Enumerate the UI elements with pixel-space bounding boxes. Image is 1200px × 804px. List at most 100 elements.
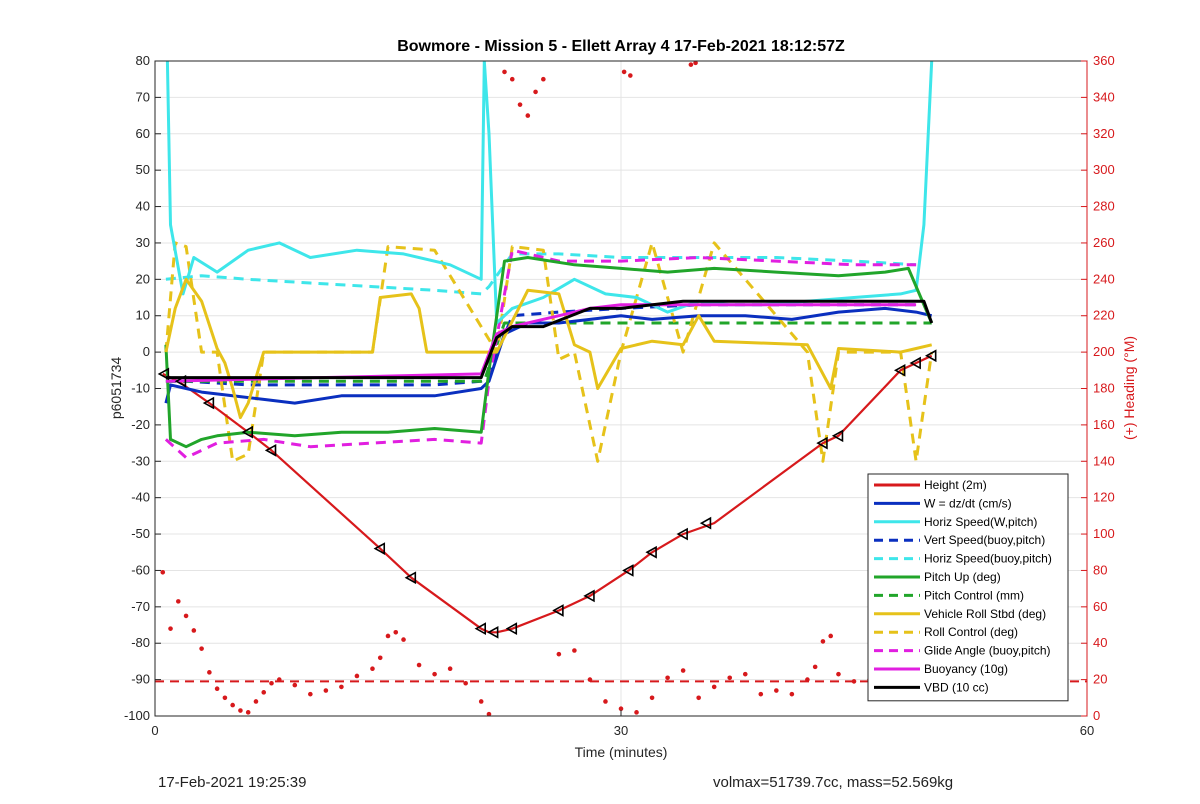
heading-point [478, 699, 484, 704]
height-marker [622, 564, 634, 577]
y2-tick-label: 0 [1093, 708, 1100, 723]
legend-entry: Pitch Control (mm) [924, 588, 1024, 602]
heading-point [774, 688, 779, 693]
y2-tick-label: 80 [1093, 562, 1107, 577]
heading-point [805, 677, 810, 682]
y-tick-label: -60 [131, 562, 150, 577]
heading-point [820, 639, 826, 644]
legend-entry: Horiz Speed(buoy,pitch) [924, 552, 1052, 566]
legend-entry: Buoyancy (10g) [924, 662, 1008, 676]
y2-tick-label: 260 [1093, 235, 1115, 250]
y2-tick-label: 140 [1093, 453, 1115, 468]
heading-point [789, 691, 795, 697]
height-marker [893, 363, 906, 377]
heading-point [587, 677, 593, 682]
y2-tick-label: 120 [1093, 490, 1115, 505]
heading-point [393, 630, 399, 635]
y2-tick-label: 220 [1093, 308, 1115, 323]
y2-axis-label: (+) Heading (°M) [1121, 336, 1137, 440]
heading-point [401, 637, 406, 642]
heading-point [323, 688, 329, 693]
heading-point [533, 89, 538, 95]
heading-point [812, 664, 818, 670]
heading-point [207, 670, 212, 675]
footer-timestamp: 17-Feb-2021 19:25:39 [158, 774, 307, 791]
series-line [164, 248, 917, 460]
heading-point [618, 706, 624, 712]
y-tick-label: -40 [131, 490, 150, 505]
heading-point [836, 671, 841, 677]
heading-point [696, 695, 701, 701]
heading-point [214, 686, 220, 692]
y-tick-label: 30 [136, 235, 150, 250]
legend-entry: Vert Speed(buoy,pitch) [924, 533, 1045, 547]
legend-entry: W = dz/dt (cm/s) [924, 496, 1012, 510]
heading-point [168, 626, 173, 631]
height-marker [157, 367, 170, 381]
height-marker [583, 589, 595, 603]
y-tick-label: 0 [143, 344, 150, 359]
height-marker [909, 356, 921, 370]
series-line [162, 354, 933, 634]
heading-point [517, 102, 523, 107]
y-tick-label: 60 [136, 126, 150, 141]
legend-entry: Pitch Up (deg) [924, 570, 1001, 584]
height-marker [486, 625, 499, 639]
heading-point [339, 684, 344, 690]
heading-point [416, 662, 422, 668]
legend-entry: Horiz Speed(W,pitch) [924, 515, 1037, 529]
heading-point [680, 668, 686, 673]
x-axis-ticks: 0 30 60 [151, 710, 1094, 738]
height-marker [699, 516, 712, 530]
y2-tick-label: 60 [1093, 599, 1107, 614]
y-tick-label: -30 [131, 453, 150, 468]
heading-point [665, 675, 670, 681]
heading-point [238, 708, 243, 713]
height-marker [676, 527, 688, 541]
y2-tick-label: 320 [1093, 126, 1115, 141]
height-marker [505, 622, 518, 636]
heading-point [758, 691, 764, 697]
heading-point [463, 680, 468, 686]
y2-tick-label: 240 [1093, 271, 1115, 286]
y-tick-label: -100 [124, 708, 150, 723]
y-tick-label: 80 [136, 53, 150, 68]
series-line [164, 277, 933, 420]
series-lines [155, 61, 1087, 683]
y-tick-label: -20 [131, 417, 150, 432]
height-marker [174, 374, 187, 388]
y-tick-label: 70 [136, 89, 150, 104]
heading-point [183, 613, 189, 619]
heading-point [621, 69, 627, 75]
heading-point [354, 673, 360, 679]
height-marker [264, 444, 277, 457]
y-tick-label: 40 [136, 199, 150, 214]
heading-point [377, 655, 383, 661]
height-marker [831, 429, 844, 443]
height-marker [202, 396, 215, 410]
heading-point [572, 648, 577, 653]
heading-point [370, 666, 375, 671]
y2-tick-label: 40 [1093, 635, 1107, 650]
heading-point [385, 633, 391, 639]
x-tick-label: 30 [614, 723, 628, 738]
x-tick-label: 0 [151, 723, 158, 738]
y2-axis-ticks: 0 20 40 60 80 100 120 140 160 180 200 220 240 260 280 3… [1081, 53, 1115, 723]
legend-entry: Height (2m) [924, 478, 987, 492]
y2-tick-label: 100 [1093, 526, 1115, 541]
y2-tick-label: 180 [1093, 381, 1115, 396]
height-marker [552, 604, 564, 617]
y-tick-label: 50 [136, 162, 150, 177]
x-axis-label: Time (minutes) [575, 744, 668, 760]
heading-point [693, 61, 698, 66]
heading-point [245, 710, 251, 715]
heading-point [556, 651, 562, 657]
legend-entry: Roll Control (deg) [924, 625, 1018, 639]
chart-title: Bowmore - Mission 5 - Ellett Array 4 17-… [397, 38, 845, 55]
y2-tick-label: 160 [1093, 417, 1115, 432]
y-tick-label: 10 [136, 308, 150, 323]
heading-point [603, 699, 608, 704]
y2-tick-label: 200 [1093, 344, 1115, 359]
heading-point [525, 113, 531, 118]
series-line [164, 256, 934, 449]
